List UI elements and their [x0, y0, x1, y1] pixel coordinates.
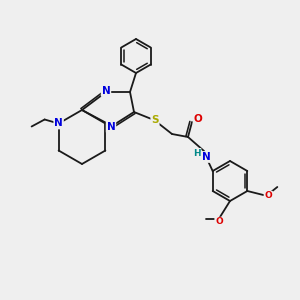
Text: H: H: [193, 148, 201, 158]
Text: O: O: [215, 218, 223, 226]
Text: N: N: [102, 86, 110, 96]
Text: S: S: [151, 115, 159, 125]
Text: N: N: [106, 122, 116, 132]
Text: O: O: [194, 114, 202, 124]
Text: O: O: [264, 191, 272, 200]
Text: N: N: [54, 118, 63, 128]
Text: N: N: [202, 152, 210, 162]
